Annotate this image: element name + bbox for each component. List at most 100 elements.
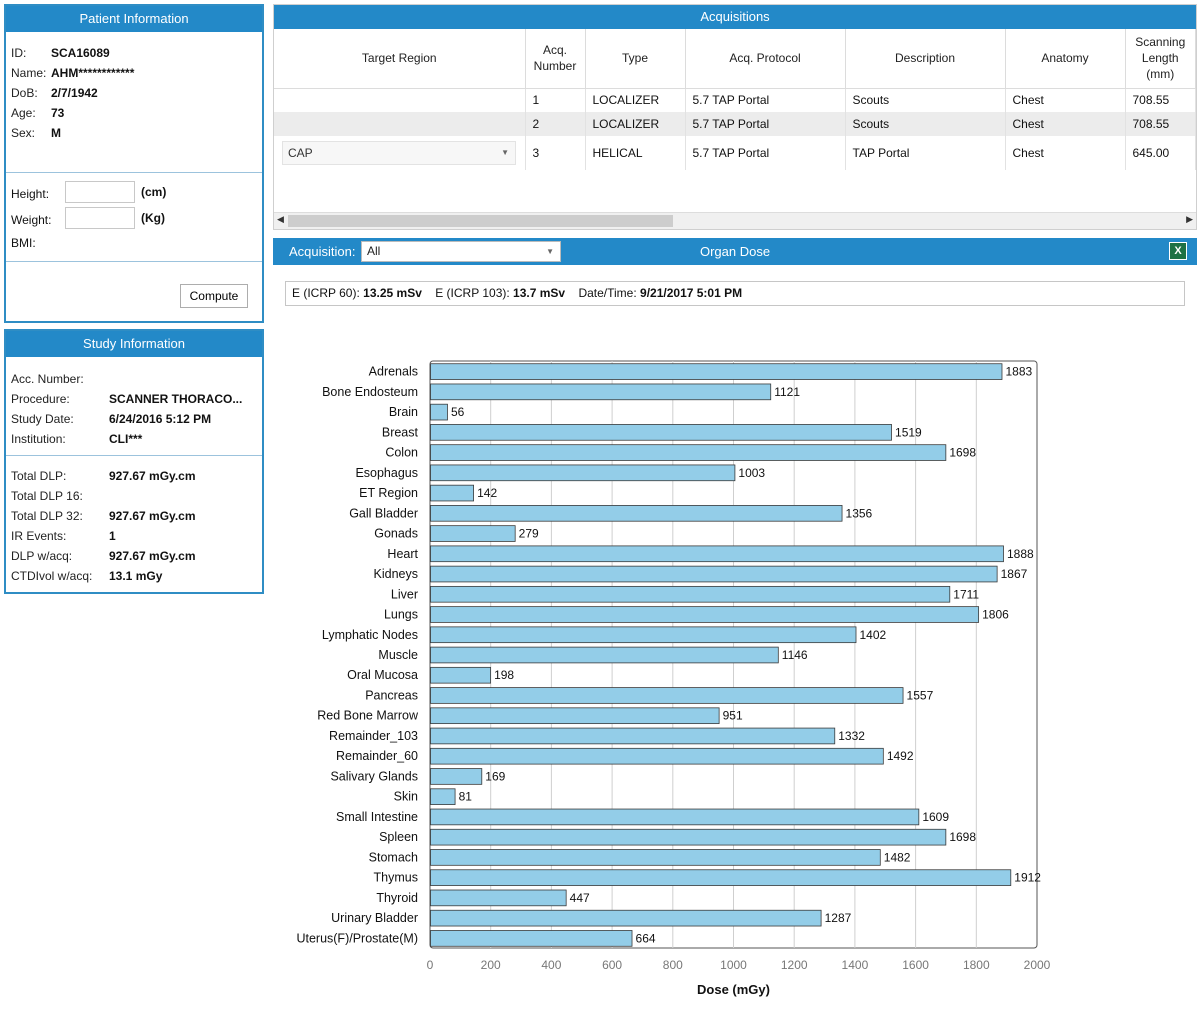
category-label: Thyroid — [376, 891, 418, 905]
category-label: Red Bone Marrow — [317, 709, 419, 723]
x-tick-label: 2000 — [1024, 958, 1051, 972]
data-label: 1711 — [953, 587, 979, 601]
divider — [6, 172, 262, 173]
bar — [430, 930, 633, 947]
divider — [6, 455, 262, 456]
bar — [430, 828, 947, 846]
category-label: Remainder_103 — [329, 729, 418, 743]
protocol-cell: 5.7 TAP Portal — [685, 136, 846, 170]
weight-input[interactable] — [65, 207, 135, 229]
bar — [430, 363, 1003, 380]
data-label: 1888 — [1007, 547, 1034, 561]
category-label: Salivary Glands — [330, 769, 418, 783]
data-label: 1121 — [774, 385, 800, 399]
field-value: 1 — [109, 529, 116, 543]
category-label: Stomach — [369, 850, 418, 864]
protocol-cell: 5.7 TAP Portal — [685, 88, 846, 112]
bar — [430, 646, 779, 664]
dose-field: DLP w/acq: 927.67 mGy.cm — [11, 549, 196, 563]
field-label: IR Events: — [11, 529, 67, 543]
anatomy-cell: Chest — [1005, 136, 1126, 170]
field-label: Procedure: — [11, 392, 70, 406]
acquisitions-table: Target Region Acq. Number Type Acq. Prot… — [274, 29, 1196, 170]
weight-label: Weight: — [11, 213, 52, 227]
bar — [430, 585, 951, 603]
bar — [430, 606, 980, 623]
column-header[interactable]: Acq. Number — [525, 29, 586, 89]
table-row[interactable]: 1 LOCALIZER 5.7 TAP Portal Scouts Chest … — [274, 88, 1196, 112]
category-label: Small Intestine — [336, 810, 418, 824]
dose-field: CTDIvol w/acq: 13.1 mGy — [11, 569, 162, 583]
acquisition-select-value: All — [367, 244, 381, 258]
dose-field: Total DLP 32: 927.67 mGy.cm — [11, 509, 196, 523]
scroll-right-icon[interactable]: ▶ — [1186, 214, 1193, 224]
data-label: 1883 — [1005, 365, 1032, 379]
category-label: Kidneys — [374, 567, 418, 581]
height-unit: (cm) — [141, 185, 167, 199]
bar — [430, 869, 1012, 886]
type-cell: HELICAL — [585, 136, 686, 170]
data-label: 142 — [477, 486, 497, 500]
protocol-cell: 5.7 TAP Portal — [685, 112, 846, 136]
horizontal-scrollbar[interactable]: ◀ ▶ — [274, 212, 1196, 229]
data-label: 1356 — [846, 506, 873, 520]
column-header[interactable]: Description — [845, 29, 1006, 89]
category-label: Spleen — [379, 830, 418, 844]
data-label: 1492 — [887, 749, 914, 763]
field-value: 13.1 mGy — [109, 569, 163, 583]
data-label: 1482 — [884, 850, 911, 864]
data-label: 1557 — [907, 688, 934, 702]
field-label: Institution: — [11, 432, 66, 446]
field-value: CLI*** — [109, 432, 143, 446]
category-label: Heart — [387, 547, 418, 561]
table-row[interactable]: 2 LOCALIZER 5.7 TAP Portal Scouts Chest … — [274, 112, 1196, 136]
x-tick-label: 1600 — [902, 958, 929, 972]
acquisition-label: Acquisition: — [289, 244, 356, 259]
field-label: Total DLP: — [11, 469, 67, 483]
field-value: 6/24/2016 5:12 PM — [109, 412, 212, 426]
column-header[interactable]: Scanning Length (mm) — [1125, 29, 1196, 89]
excel-export-icon[interactable]: X — [1169, 242, 1187, 260]
data-label: 1519 — [895, 425, 922, 439]
target-region-select[interactable]: CAP ▼ — [282, 141, 516, 165]
column-header[interactable]: Anatomy — [1005, 29, 1126, 89]
patient-info-header: Patient Information — [6, 6, 262, 32]
bar — [430, 788, 456, 805]
data-label: 1698 — [949, 830, 976, 844]
scrollbar-thumb[interactable] — [288, 215, 673, 227]
region-cell — [274, 88, 526, 112]
bar — [430, 505, 843, 522]
field-label: DLP w/acq: — [11, 549, 73, 563]
bar — [430, 707, 720, 725]
field-label: ID: — [11, 46, 27, 60]
dose-field: Total DLP: 927.67 mGy.cm — [11, 469, 196, 483]
bar — [430, 909, 822, 927]
scroll-left-icon[interactable]: ◀ — [277, 214, 284, 224]
type-cell: LOCALIZER — [585, 112, 686, 136]
column-header[interactable]: Target Region — [274, 29, 526, 89]
table-row[interactable]: CAP ▼ 3 HELICAL 5.7 TAP Portal TAP Porta… — [274, 136, 1196, 170]
region-cell — [274, 112, 526, 136]
patient-field: Name: AHM************ — [11, 66, 134, 80]
acquisition-select[interactable]: All ▼ — [361, 241, 561, 262]
compute-button[interactable]: Compute — [180, 284, 248, 308]
bar — [430, 666, 491, 684]
field-value: AHM************ — [51, 66, 135, 80]
column-header[interactable]: Acq. Protocol — [685, 29, 846, 89]
data-label: 169 — [485, 769, 505, 783]
bar — [430, 383, 772, 401]
data-label: 447 — [570, 891, 590, 905]
bar — [430, 444, 947, 461]
dose-field: IR Events: 1 — [11, 529, 116, 543]
category-label: Urinary Bladder — [331, 911, 418, 925]
height-input[interactable] — [65, 181, 135, 203]
category-label: Thymus — [374, 871, 418, 885]
organ-dose-title: Organ Dose — [699, 244, 771, 259]
table-header-row: Target Region Acq. Number Type Acq. Prot… — [274, 29, 1196, 89]
height-label: Height: — [11, 187, 50, 201]
column-header[interactable]: Type — [585, 29, 686, 89]
category-label: Colon — [385, 446, 418, 460]
chevron-down-icon: ▼ — [546, 247, 554, 256]
bar — [430, 484, 474, 502]
x-tick-label: 800 — [663, 958, 683, 972]
